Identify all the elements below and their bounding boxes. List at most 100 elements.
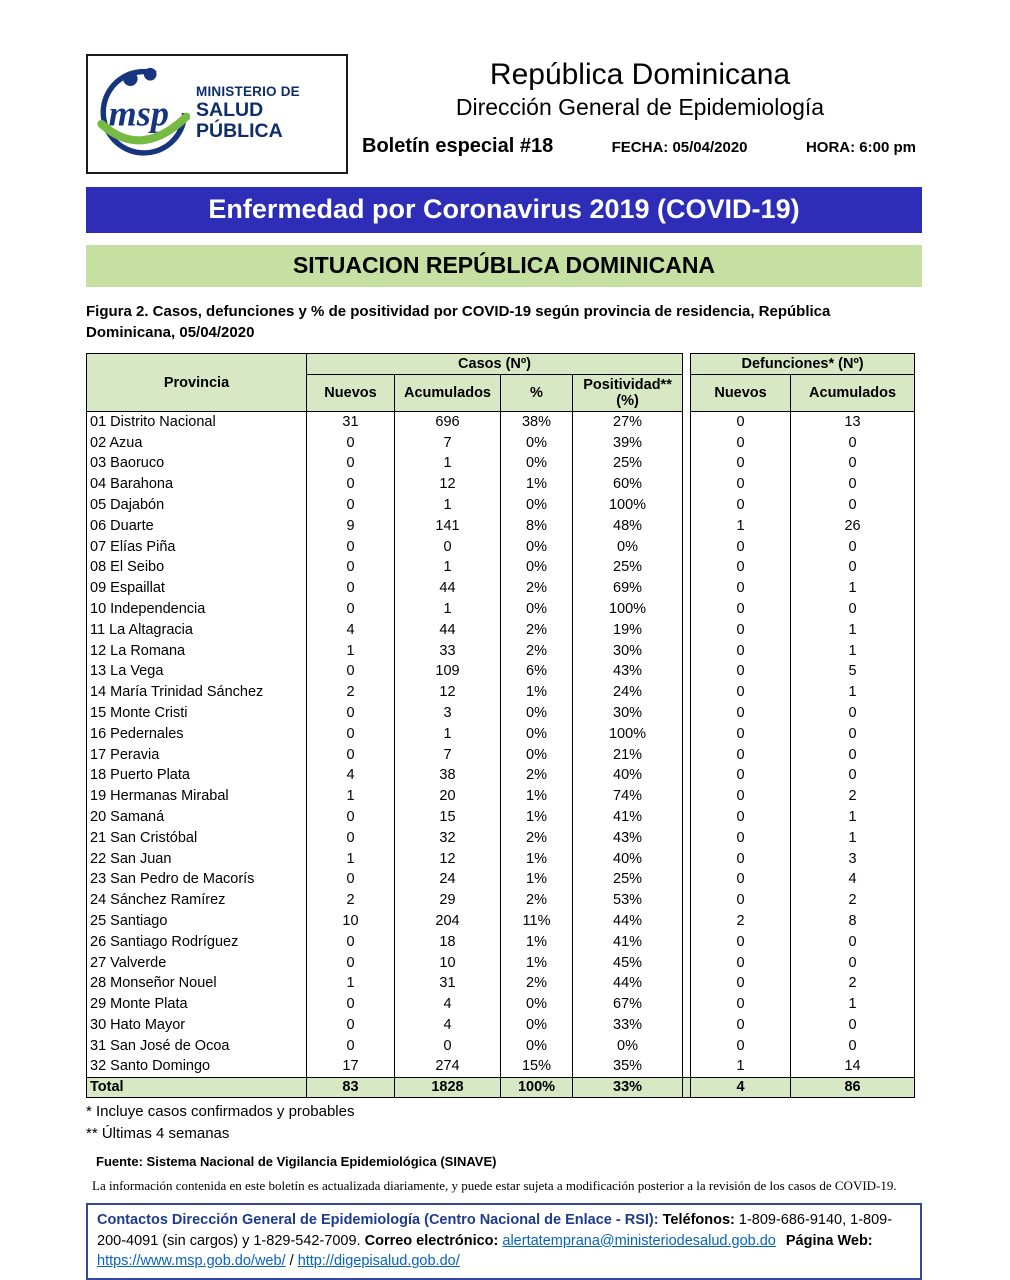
casos-group-header: Casos (Nº)	[305, 353, 684, 375]
contact-main-label: Contactos Dirección General de Epidemiol…	[97, 1212, 659, 1229]
table-row: 08 El Seibo 0 1 0% 25% 0 0	[86, 557, 916, 578]
value-cell: 0	[690, 785, 792, 807]
table-row: 30 Hato Mayor 0 4 0% 33% 0 0	[86, 1014, 916, 1036]
province-cell: 28 Monseñor Nouel	[86, 973, 307, 994]
table-row: 19 Hermanas Mirabal 1 20 1% 74% 0 2	[86, 785, 916, 807]
value-cell: 12	[394, 473, 501, 495]
web-link-msp[interactable]: https://www.msp.gob.do/web/	[97, 1252, 286, 1269]
value-cell: 0%	[571, 536, 684, 558]
value-cell: 4	[690, 1076, 792, 1099]
value-cell: 0	[306, 744, 395, 766]
separator-cell	[682, 702, 692, 724]
value-cell: 17	[306, 1056, 395, 1077]
value-cell: 1%	[500, 931, 573, 953]
value-cell: 1	[394, 557, 501, 578]
separator-cell	[682, 993, 692, 1015]
table-row: 10 Independencia 0 1 0% 100% 0 0	[86, 598, 916, 620]
value-cell: 53%	[571, 889, 684, 911]
table-row: 14 María Trinidad Sánchez 2 12 1% 24% 0 1	[86, 681, 916, 703]
footnote-weeks: ** Últimas 4 semanas	[86, 1125, 230, 1143]
province-cell: 15 Monte Cristi	[86, 702, 307, 724]
subheader-pct: %	[500, 374, 573, 412]
value-cell: 29	[394, 889, 501, 911]
value-cell: 38	[394, 765, 501, 786]
subheader-def-nuevos: Nuevos	[690, 374, 792, 412]
value-cell: 2%	[500, 765, 573, 786]
value-cell: 1	[790, 619, 916, 641]
value-cell: 0	[306, 494, 395, 516]
value-cell: 1	[690, 515, 792, 537]
value-cell: 0	[394, 536, 501, 558]
province-cell: 11 La Altagracia	[86, 619, 307, 641]
separator-cell	[682, 889, 692, 911]
province-cell: 10 Independencia	[86, 598, 307, 620]
svg-text:msp: msp	[109, 94, 169, 134]
value-cell: 2	[790, 973, 916, 994]
ministry-line2: SALUD PÚBLICA	[196, 98, 283, 143]
table-row: 25 Santiago 10 204 11% 44% 2 8	[86, 910, 916, 932]
value-cell: 0	[790, 598, 916, 620]
value-cell: 4	[394, 1014, 501, 1036]
value-cell: 4	[306, 619, 395, 641]
value-cell: 1%	[500, 952, 573, 974]
value-cell: 0	[790, 494, 916, 516]
value-cell: 2%	[500, 827, 573, 849]
value-cell: 0	[306, 869, 395, 890]
separator-cell	[682, 1014, 692, 1036]
web-link-digepi[interactable]: http://digepisalud.gob.do/	[297, 1252, 460, 1269]
value-cell: 45%	[571, 952, 684, 974]
value-cell: 141	[394, 515, 501, 537]
value-cell: 13	[790, 411, 916, 433]
value-cell: 1	[394, 598, 501, 620]
value-cell: 0	[690, 889, 792, 911]
province-cell: 14 María Trinidad Sánchez	[86, 681, 307, 703]
value-cell: 0%	[500, 432, 573, 454]
separator-cell	[682, 453, 692, 474]
value-cell: 2%	[500, 889, 573, 911]
table-row: 26 Santiago Rodríguez 0 18 1% 41% 0 0	[86, 931, 916, 953]
value-cell: 1%	[500, 785, 573, 807]
value-cell: 0	[690, 973, 792, 994]
value-cell: 40%	[571, 765, 684, 786]
value-cell: 0	[790, 744, 916, 766]
separator-cell	[682, 952, 692, 974]
msp-logo-box: msp MINISTERIO DE SALUD PÚBLICA	[86, 54, 348, 174]
country-title: República Dominicana	[489, 58, 791, 91]
table-row: 03 Baoruco 0 1 0% 25% 0 0	[86, 453, 916, 474]
figure-caption: Figura 2. Casos, defunciones y % de posi…	[86, 303, 831, 341]
value-cell: 0	[790, 1014, 916, 1036]
value-cell: 0%	[500, 536, 573, 558]
value-cell: 0%	[500, 1035, 573, 1057]
value-cell: 109	[394, 661, 501, 682]
header-separator	[682, 353, 691, 412]
value-cell: 0	[306, 952, 395, 974]
ministry-name: MINISTERIO DE SALUD PÚBLICA	[196, 84, 338, 143]
value-cell: 33%	[571, 1076, 684, 1099]
value-cell: 21%	[571, 744, 684, 766]
value-cell: 0	[306, 1014, 395, 1036]
value-cell: 0	[690, 931, 792, 953]
value-cell: 0	[306, 577, 395, 599]
value-cell: 12	[394, 848, 501, 870]
separator-cell	[682, 598, 692, 620]
value-cell: 0	[690, 993, 792, 1015]
province-cell: 05 Dajabón	[86, 494, 307, 516]
value-cell: 27%	[571, 411, 684, 433]
value-cell: 0	[306, 557, 395, 578]
value-cell: 9	[306, 515, 395, 537]
value-cell: 0	[690, 827, 792, 849]
bulletin-number: Boletín especial #18	[362, 135, 554, 157]
separator-cell	[682, 1035, 692, 1057]
phone-label: Teléfonos:	[662, 1212, 735, 1229]
value-cell: 0%	[500, 1014, 573, 1036]
disease-title-banner: Enfermedad por Coronavirus 2019 (COVID-1…	[86, 187, 922, 233]
value-cell: 0	[790, 432, 916, 454]
province-cell: 17 Peravia	[86, 744, 307, 766]
province-cell: 30 Hato Mayor	[86, 1014, 307, 1036]
value-cell: 2%	[500, 640, 573, 662]
email-link[interactable]: alertatemprana@ministeriodesalud.gob.do	[502, 1232, 776, 1249]
separator-cell	[682, 681, 692, 703]
table-row: 01 Distrito Nacional 31 696 38% 27% 0 13	[86, 411, 916, 433]
table-row: 02 Azua 0 7 0% 39% 0 0	[86, 432, 916, 454]
value-cell: 4	[790, 869, 916, 890]
